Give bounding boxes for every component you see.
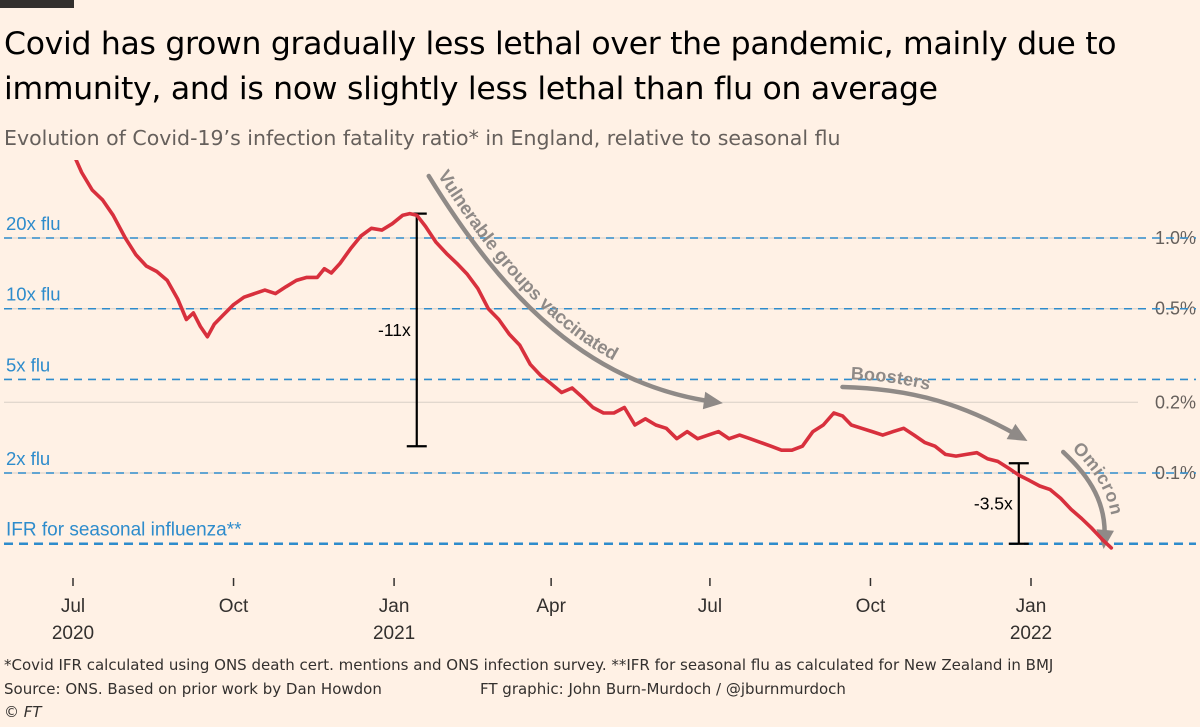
drop-label: -11x [378,320,411,340]
chart-area: 1.0% 0.5% 0.2% 0.1% 20x flu 10x flu 5x flu 2x f… [4,160,1196,644]
x-tick-label: Jan [379,596,410,617]
drop-label: -3.5x [974,494,1013,514]
source-note: Source: ONS. Based on prior work by Dan … [4,680,382,698]
y-tick-label: 0.2% [1155,392,1196,412]
x-tick-label: Jul [698,596,722,617]
flu-reference-label: 10x flu [6,284,61,305]
annotation-arrow [840,384,1023,440]
chart-title: Covid has grown gradually less lethal ov… [4,26,1117,107]
annotation-arrowhead [1096,529,1114,549]
x-tick-label: Oct [856,596,886,617]
x-tick-label: Jan [1016,596,1047,617]
flu-reference-label: 20x flu [6,213,61,234]
footnote: *Covid IFR calculated using ONS death ce… [4,656,1054,674]
x-tick-label: Oct [219,596,249,617]
copyright: © FT [4,703,42,721]
annotation-arrow [426,173,718,405]
annotation-arrowhead [1006,423,1028,441]
flu-reference-label: 2x flu [6,448,50,469]
y-tick-label: 0.5% [1155,299,1196,319]
x-year-label: 2020 [52,623,94,644]
flu-reference-label: IFR for seasonal influenza** [6,520,242,541]
graphic-credit: FT graphic: John Burn-Murdoch / @jburnmu… [480,680,846,698]
y-tick-label: 1.0% [1155,228,1196,248]
chart-subtitle: Evolution of Covid-19’s infection fatali… [4,126,841,150]
covid-ifr-line [74,160,1114,550]
x-tick-label: Apr [536,596,566,617]
y-tick-label: 0.1% [1155,463,1196,483]
flu-reference-label: 5x flu [6,354,50,375]
x-year-label: 2022 [1010,623,1052,644]
ft-brand-bar [0,0,74,8]
x-year-label: 2021 [373,623,415,644]
annotation-label: Vulnerable groups vaccinated [434,166,622,364]
x-tick-label: Jul [61,596,85,617]
annotation-arrow [1060,449,1107,544]
annotation-arrowhead [702,391,723,410]
annotation-label-text: Vulnerable groups vaccinated [434,166,622,364]
